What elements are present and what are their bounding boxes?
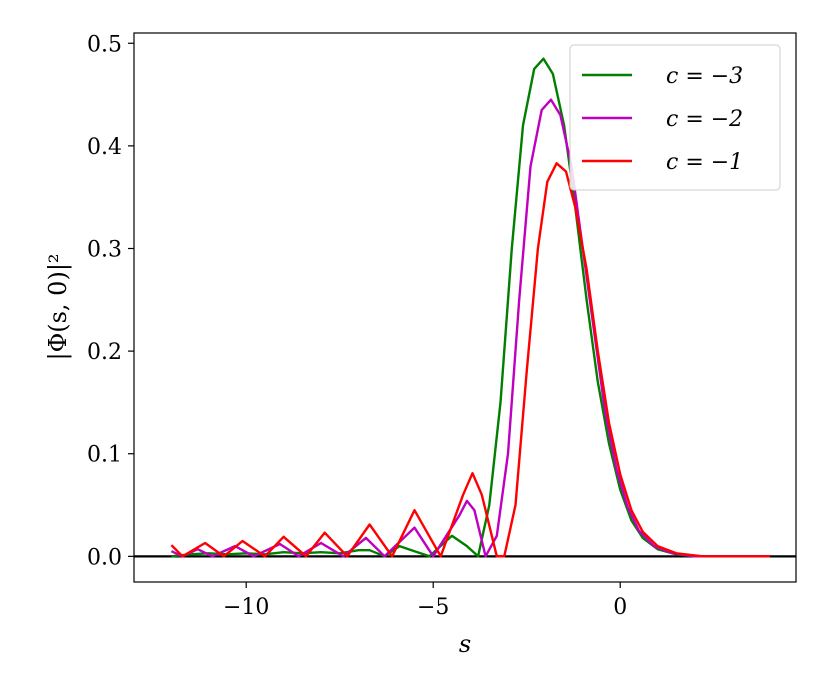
series-line-1	[171, 57, 770, 558]
y-tick-label: 0.5	[87, 32, 122, 57]
y-tick-label: 0.3	[87, 237, 122, 262]
legend-box	[569, 44, 781, 191]
legend: c = −3 c = −2 c = −1	[569, 44, 781, 191]
legend-label: c = −3	[666, 64, 743, 89]
y-tick-label: 0.0	[87, 545, 122, 570]
legend-label: c = −2	[666, 107, 743, 132]
x-tick-label: −10	[223, 595, 269, 620]
series-line-3	[170, 162, 770, 558]
y-tick-label: 0.4	[87, 135, 122, 160]
y-axis-label: |Φ(s, 0)|²	[44, 253, 73, 360]
x-ticks: −10 −5 0	[223, 582, 627, 620]
y-tick-label: 0.2	[87, 340, 122, 365]
y-tick-label: 0.1	[87, 443, 122, 468]
x-tick-label: 0	[613, 595, 627, 620]
legend-label: c = −1	[666, 150, 743, 175]
x-tick-label: −5	[417, 595, 449, 620]
series-layer	[170, 57, 770, 558]
y-ticks: 0.0 0.1 0.2 0.3 0.4 0.5	[87, 32, 134, 570]
series-line-2	[170, 98, 770, 558]
plot-frame	[133, 32, 797, 583]
x-axis-label: s	[459, 630, 471, 658]
